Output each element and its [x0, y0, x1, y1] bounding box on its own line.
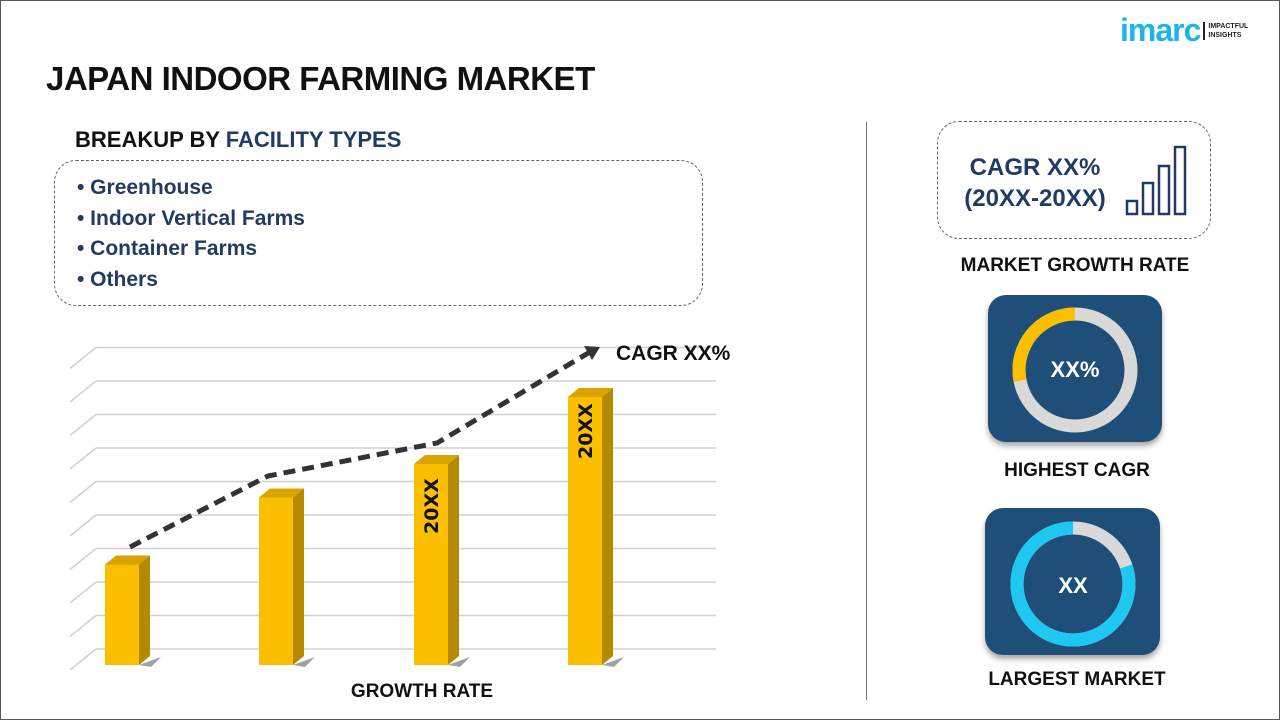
list-item: • Container Farms [77, 237, 258, 260]
list-item: • Greenhouse [77, 176, 213, 199]
logo-tagline: IMPACTFUL INSIGHTS [1203, 21, 1249, 40]
section-heading: BREAKUP BY FACILITY TYPES [75, 127, 401, 153]
market-growth-label: MARKET GROWTH RATE [960, 255, 1190, 276]
heading-highlight: FACILITY TYPES [225, 127, 402, 152]
largest-market-value: XX [1058, 573, 1088, 598]
largest-market-label: LARGEST MARKET [988, 669, 1166, 690]
bar-shadow [139, 657, 161, 667]
cagr-text: CAGR XX% (20XX-20XX) [950, 152, 1120, 214]
trend-annotation: CAGR XX% [616, 342, 731, 365]
page-title: JAPAN INDOOR FARMING MARKET [46, 60, 595, 97]
gridline-depth [69, 380, 97, 403]
gridline-depth [69, 514, 97, 537]
gridline-depth [69, 413, 97, 437]
bar-side [602, 388, 613, 665]
gridline-depth [69, 346, 97, 370]
growth-chart: 20XX 20XX [69, 346, 716, 671]
gridline-depth [69, 447, 97, 470]
bar-growth-icon [1125, 145, 1187, 216]
cagr-period: (20XX-20XX) [964, 185, 1106, 212]
bar-top [414, 455, 459, 464]
largest-market-donut [1010, 521, 1136, 647]
logo-tagline-1: IMPACTFUL [1208, 22, 1249, 30]
bar [568, 397, 602, 665]
bar [105, 564, 139, 665]
gridline-depth [69, 547, 97, 571]
bar-shadow [293, 657, 315, 667]
bar-label: 20XX [421, 478, 443, 534]
bar [414, 464, 448, 665]
bar-label: 20XX [575, 403, 597, 459]
bar-side [448, 455, 459, 665]
highest-cagr-label: HIGHEST CAGR [1004, 460, 1150, 481]
heading-prefix: BREAKUP BY [75, 127, 226, 152]
trend-arrow-icon [584, 346, 600, 360]
list-item: • Indoor Vertical Farms [77, 206, 305, 230]
bar-side [293, 488, 304, 665]
gridline-depth [69, 614, 97, 638]
highest-cagr-value: XX% [1050, 357, 1100, 382]
divider [866, 122, 867, 700]
gridline-depth [69, 480, 97, 504]
cagr-value: CAGR XX% [969, 154, 1101, 181]
bar-side [139, 555, 150, 665]
bar-top [568, 388, 613, 397]
logo-tagline-2: INSIGHTS [1208, 31, 1242, 39]
donut-fill [1010, 521, 1136, 647]
list-item: • Others [77, 267, 158, 291]
bar-shadow [448, 657, 470, 667]
bar-top [105, 555, 150, 565]
segment-list: • Greenhouse • Indoor Vertical Farms • C… [54, 160, 703, 306]
x-axis-label: GROWTH RATE [350, 681, 494, 702]
donut-fill [1012, 307, 1138, 433]
bar-shadow [602, 657, 624, 667]
gridline-depth [69, 648, 97, 671]
imarc-logo: imarc IMPACTFUL INSIGHTS [1120, 12, 1248, 49]
bar [259, 497, 293, 665]
bar-top [259, 488, 304, 498]
gridline-depth [69, 581, 97, 604]
trend-line [128, 349, 592, 550]
logo-word: imarc [1120, 12, 1201, 48]
cagr-card [937, 121, 1211, 239]
highest-cagr-donut [1012, 307, 1138, 433]
